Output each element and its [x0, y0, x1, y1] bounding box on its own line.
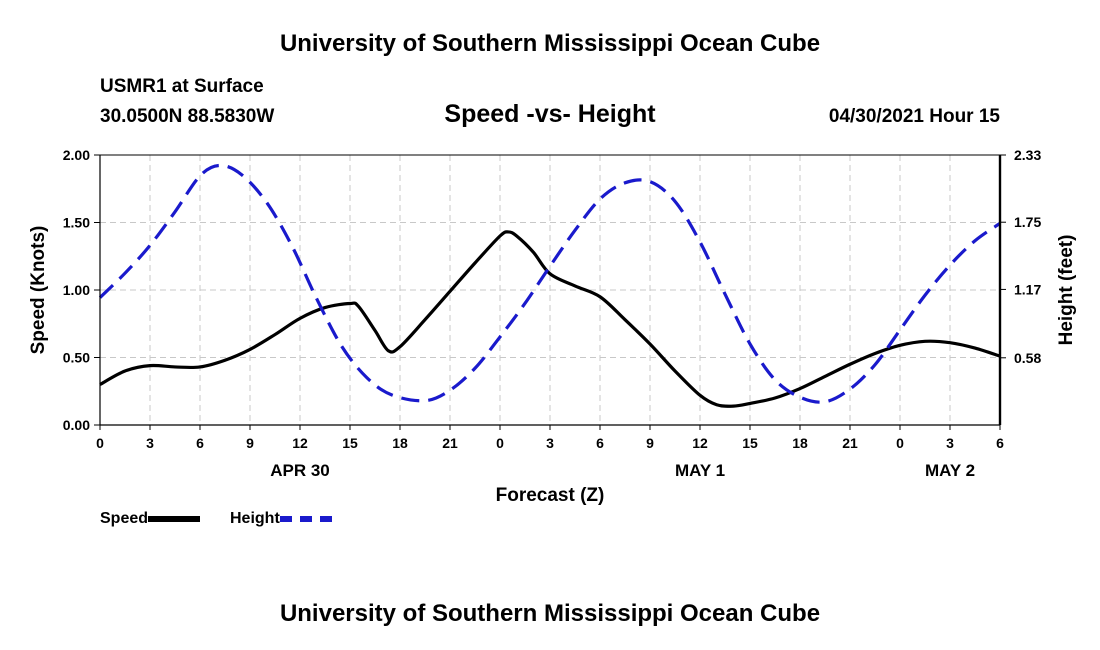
y-axis-title-left: Speed (Knots) [28, 226, 49, 355]
x-tick-label: 21 [842, 435, 858, 451]
legend-speed: Speed [100, 510, 201, 528]
chart-subtitle: Speed -vs- Height [444, 100, 656, 128]
series-speed-line [99, 230, 1001, 408]
x-tick-label: 0 [896, 435, 904, 451]
day-label: MAY 2 [925, 461, 975, 480]
day-label: MAY 1 [675, 461, 725, 480]
chart-top-title: University of Southern Mississippi Ocean… [279, 30, 821, 57]
x-tick-label: 12 [692, 435, 708, 451]
y-tick-label-right: 1.75 [1014, 214, 1041, 230]
y-tick-label-left: 1.50 [63, 215, 90, 231]
x-axis-title: Forecast (Z) [496, 485, 605, 506]
y-tick-label-right: 2.33 [1014, 147, 1041, 163]
y-axis-title-right: Height (feet) [1056, 235, 1077, 346]
x-tick-label: 9 [646, 435, 654, 451]
legend-height: Height [230, 510, 332, 528]
forecast-datetime: 04/30/2021 Hour 15 [828, 106, 1000, 127]
axes [94, 154, 1006, 430]
station-label: USMR1 at Surface [100, 76, 264, 97]
y-tick-label-right: 0.58 [1014, 350, 1041, 366]
x-tick-label: 9 [246, 435, 254, 451]
y-tick-label-left: 0.00 [63, 417, 90, 433]
x-tick-label: 12 [292, 435, 308, 451]
x-tick-label: 18 [392, 435, 408, 451]
tick-labels: 0.00 0.50 1.00 1.50 2.00 0.58 1.17 1.75 2.33 0 3 6 9… [28, 147, 1077, 506]
y-tick-label-left: 0.50 [63, 350, 90, 366]
y-tick-label-left: 2.00 [63, 147, 90, 163]
x-tick-label: 21 [442, 435, 458, 451]
y-tick-label-left: 1.00 [63, 282, 90, 298]
legend-speed-label: Speed [100, 510, 149, 527]
x-tick-label: 6 [996, 435, 1004, 451]
x-tick-label: 3 [146, 435, 154, 451]
x-tick-label: 3 [546, 435, 554, 451]
x-tick-label: 0 [496, 435, 504, 451]
x-tick-label: 3 [946, 435, 954, 451]
x-tick-label: 6 [196, 435, 204, 451]
legend-height-label: Height [230, 510, 280, 527]
x-tick-label: 15 [742, 435, 758, 451]
day-label: APR 30 [270, 461, 330, 480]
grid-lines [100, 155, 1000, 425]
series-height-line [98, 163, 1001, 404]
legend-speed-swatch [148, 516, 201, 522]
x-tick-label: 15 [342, 435, 358, 451]
station-coordinates: 30.0500N 88.5830W [100, 106, 275, 127]
x-tick-label: 6 [596, 435, 604, 451]
chart-bottom-title: University of Southern Mississippi Ocean… [279, 600, 821, 627]
x-tick-label: 0 [96, 435, 104, 451]
series-lines [98, 163, 1001, 408]
y-tick-label-right: 1.17 [1014, 281, 1041, 297]
legend-height-swatch [279, 516, 332, 522]
x-tick-label: 18 [792, 435, 808, 451]
